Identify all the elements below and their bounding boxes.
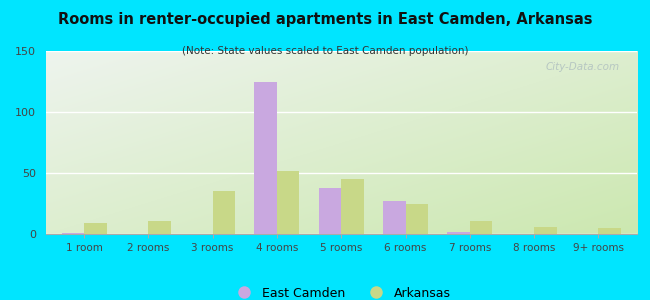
Bar [213, 191, 235, 234]
Legend: East Camden, Arkansas: East Camden, Arkansas [227, 282, 456, 300]
Bar [383, 201, 406, 234]
Text: (Note: State values scaled to East Camden population): (Note: State values scaled to East Camde… [182, 46, 468, 56]
Bar [148, 220, 171, 234]
Bar [62, 233, 84, 234]
Bar [534, 227, 556, 234]
Text: City-Data.com: City-Data.com [545, 62, 619, 72]
Bar [406, 203, 428, 234]
Bar [599, 228, 621, 234]
Bar [447, 232, 470, 234]
Bar [470, 220, 492, 234]
Bar [277, 171, 300, 234]
Bar [318, 188, 341, 234]
Text: Rooms in renter-occupied apartments in East Camden, Arkansas: Rooms in renter-occupied apartments in E… [58, 12, 592, 27]
Bar [254, 82, 277, 234]
Bar [341, 179, 364, 234]
Bar [84, 223, 107, 234]
